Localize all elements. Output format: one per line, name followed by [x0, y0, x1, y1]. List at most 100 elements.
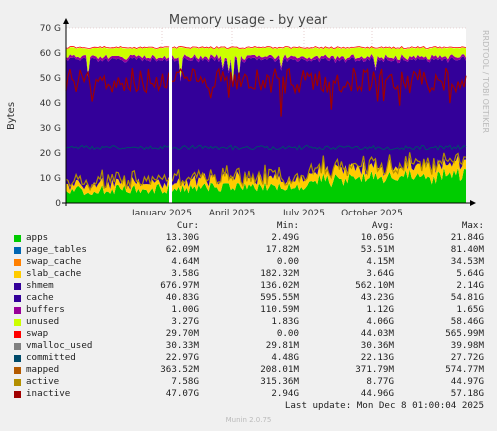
legend-min: 29.81M — [265, 340, 299, 351]
legend-max: 1.65G — [456, 304, 484, 315]
legend-min: 1.83G — [271, 316, 299, 327]
x-axis-arrow — [470, 200, 476, 206]
x-tick-label: October 2025 — [341, 209, 403, 215]
legend-name: cache — [26, 292, 54, 303]
series-lines — [65, 45, 467, 203]
legend-row-committed: committed 22.97G 4.48G 22.13G 27.72G — [0, 352, 497, 364]
y-tick-label: 30 G — [40, 124, 61, 134]
legend-swatch — [14, 259, 21, 266]
legend-min: 595.55M — [260, 292, 299, 303]
legend-avg: 3.64G — [366, 268, 394, 279]
legend-swatch — [14, 391, 21, 398]
legend-cur: 62.09M — [165, 244, 199, 255]
legend-max: 57.18G — [450, 388, 484, 399]
legend-max: 565.99M — [445, 328, 484, 339]
legend-cur: 47.07G — [165, 388, 199, 399]
legend-avg: 1.12G — [366, 304, 394, 315]
legend-swatch — [14, 355, 21, 362]
legend-avg: 4.15M — [366, 256, 394, 267]
legend-avg: 4.06G — [366, 316, 394, 327]
legend-min: 17.82M — [265, 244, 299, 255]
side-label: RRDTOOL / TOBI OETIKER — [481, 30, 490, 133]
legend-name: committed — [26, 352, 76, 363]
y-tick-label: 40 G — [40, 99, 61, 109]
legend-row-slab-cache: slab_cache 3.58G 182.32M 3.64G 5.64G — [0, 268, 497, 280]
line-inactive — [65, 67, 467, 117]
legend-avg: 44.96G — [360, 388, 394, 399]
legend-row-inactive: inactive 47.07G 2.94G 44.96G 57.18G — [0, 388, 497, 400]
legend-cur: 22.97G — [165, 352, 199, 363]
legend-row-mapped: mapped 363.52M 208.01M 371.79M 574.77M — [0, 364, 497, 376]
legend-swatch — [14, 379, 21, 386]
legend-swatch — [14, 247, 21, 254]
legend-name: inactive — [26, 388, 71, 399]
series-areas — [66, 47, 466, 203]
legend-name: vmalloc_used — [26, 340, 93, 351]
legend-avg: 371.79M — [355, 364, 394, 375]
y-tick-label: 10 G — [40, 174, 61, 184]
legend-header: Cur: Min: Avg: Max: — [0, 220, 497, 232]
legend-max: 44.97G — [450, 376, 484, 387]
legend-cur: 676.97M — [160, 280, 199, 291]
legend-row-buffers: buffers 1.00G 110.59M 1.12G 1.65G — [0, 304, 497, 316]
legend-max: 5.64G — [456, 268, 484, 279]
legend-cur: 3.27G — [171, 316, 199, 327]
legend-avg: 30.36M — [360, 340, 394, 351]
legend-avg: 562.10M — [355, 280, 394, 291]
line-swap — [65, 45, 467, 50]
legend-swatch — [14, 283, 21, 290]
legend-row-apps: apps 13.30G 2.49G 10.05G 21.84G — [0, 232, 497, 244]
legend-min: 182.32M — [260, 268, 299, 279]
col-max: Max: — [461, 220, 484, 231]
legend-swatch — [14, 343, 21, 350]
legend-row-page-tables: page_tables 62.09M 17.82M 53.51M 81.40M — [0, 244, 497, 256]
legend-row-active: active 7.58G 315.36M 8.77G 44.97G — [0, 376, 497, 388]
area-apps — [66, 167, 466, 203]
legend-name: buffers — [26, 304, 65, 315]
data-gap — [169, 46, 173, 203]
legend-min: 0.00 — [276, 328, 299, 339]
legend-avg: 22.13G — [360, 352, 394, 363]
y-tick-label: 0 — [55, 199, 61, 209]
legend-swatch — [14, 319, 21, 326]
area-cache — [66, 56, 466, 191]
legend-cur: 4.64M — [171, 256, 199, 267]
legend-max: 58.46G — [450, 316, 484, 327]
legend-min: 136.02M — [260, 280, 299, 291]
y-tick-label: 70 G — [40, 24, 61, 34]
legend-name: swap — [26, 328, 49, 339]
legend-name: unused — [26, 316, 60, 327]
legend-cur: 29.70M — [165, 328, 199, 339]
legend-max: 54.81G — [450, 292, 484, 303]
y-tick-label: 20 G — [40, 149, 61, 159]
last-update: Last update: Mon Dec 8 01:00:04 2025 — [284, 400, 484, 411]
legend-cur: 7.58G — [171, 376, 199, 387]
y-axis-arrow — [63, 18, 69, 24]
legend-cur: 1.00G — [171, 304, 199, 315]
y-tick-label: 50 G — [40, 74, 61, 84]
legend-name: swap_cache — [26, 256, 82, 267]
legend-max: 39.98M — [450, 340, 484, 351]
legend-max: 34.53M — [450, 256, 484, 267]
legend-swatch — [14, 271, 21, 278]
x-tick-label: April 2025 — [209, 209, 255, 215]
legend-max: 21.84G — [450, 232, 484, 243]
legend-avg: 43.23G — [360, 292, 394, 303]
col-min: Min: — [276, 220, 299, 231]
legend-max: 574.77M — [445, 364, 484, 375]
y-axis-label: Bytes — [6, 102, 17, 130]
legend-table: Cur: Min: Avg: Max: apps 13.30G 2.49G 10.05… — [0, 220, 497, 400]
legend-min: 208.01M — [260, 364, 299, 375]
legend-avg: 53.51M — [360, 244, 394, 255]
legend-max: 81.40M — [450, 244, 484, 255]
legend-name: shmem — [26, 280, 54, 291]
y-tick-label: 60 G — [40, 49, 61, 59]
legend-cur: 13.30G — [165, 232, 199, 243]
legend-max: 27.72G — [450, 352, 484, 363]
legend-name: slab_cache — [26, 268, 82, 279]
line-active — [65, 152, 467, 192]
chart-title: Memory usage - by year — [169, 13, 328, 28]
x-tick-label: January 2025 — [131, 209, 192, 215]
x-tick-label: July 2025 — [282, 209, 325, 215]
line-committed — [65, 144, 467, 151]
